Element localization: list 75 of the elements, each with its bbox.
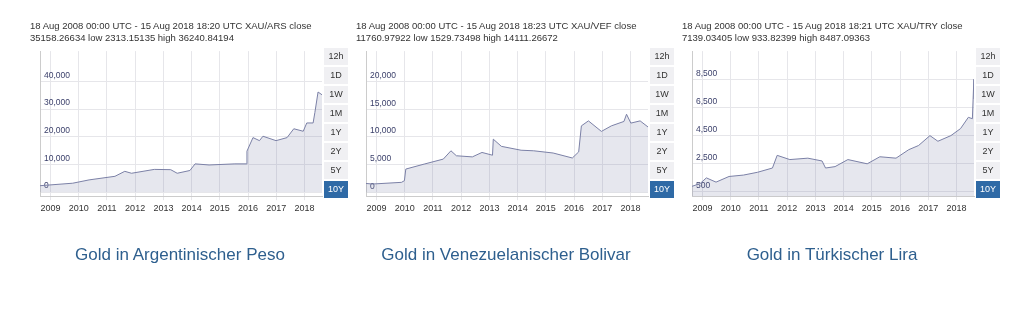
text: 1M [324,105,348,122]
x-tick-label: 2009 [40,203,61,214]
x-tick-label: 2017 [266,203,287,214]
text: 10Y [324,181,348,198]
text: 1M [976,105,1000,122]
text: 10Y [650,181,674,198]
x-tick-label: 2010 [68,203,89,214]
x-tick-label: 2009 [692,203,713,214]
text: 1Y [324,124,348,141]
x-tick-label: 2018 [946,203,967,214]
text: 12h [650,48,674,65]
x-tick-label: 2017 [592,203,613,214]
text: 1M [650,105,674,122]
x-tick-label: 2015 [535,203,556,214]
y-tick-label: 4,500 [696,123,718,134]
x-tick-label: 2014 [507,203,528,214]
y-tick-label: 5,000 [370,152,392,163]
y-tick-label: 10,000 [44,152,71,163]
text: 1W [650,86,674,103]
x-tick-label: 2016 [238,203,259,214]
x-tick-label: 2018 [294,203,315,214]
x-tick-label: 2015 [861,203,882,214]
text: Gold in Türkischer Lira [745,245,919,265]
x-tick-label: 2015 [209,203,230,214]
y-tick-label: 20,000 [370,69,397,80]
text: 5Y [324,162,348,179]
text: 18 Aug 2008 00:00 UTC - 15 Aug 2018 18:21 UTC XAU/TRY close 7139.03405 low 933.82399 high 8487.09363 [682,20,964,44]
text: Gold in Venezuelanischer Bolivar [380,245,632,265]
x-tick-label: 2016 [564,203,585,214]
y-tick-label: 8,500 [696,67,718,78]
text: 12h [324,48,348,65]
y-tick-label: 2,500 [696,152,718,163]
text: 1D [976,67,1000,84]
text: 1D [324,67,348,84]
text: 2Y [650,143,674,160]
text: 1D [650,67,674,84]
x-tick-label: 2010 [720,203,741,214]
x-tick-label: 2018 [620,203,641,214]
text: 2Y [976,143,1000,160]
text: 12h [976,48,1000,65]
text: 1Y [650,124,674,141]
y-tick-label: 15,000 [370,97,397,108]
text: Gold in Argentinischer Peso [74,245,286,265]
text: 1W [976,86,1000,103]
y-tick-label: 20,000 [44,125,71,136]
y-tick-label: 0 [370,180,375,191]
text: 2Y [324,143,348,160]
x-tick-label: 2012 [125,203,146,214]
text: 10Y [976,181,1000,198]
x-tick-label: 2014 [181,203,202,214]
x-tick-label: 2013 [805,203,826,214]
text: 1W [324,86,348,103]
x-tick-label: 2011 [423,203,443,214]
y-tick-label: 10,000 [370,125,397,136]
y-tick-label: 40,000 [44,69,71,80]
y-tick-label: 500 [696,180,711,191]
text: 18 Aug 2008 00:00 UTC - 15 Aug 2018 18:23 UTC XAU/VEF close 11760.97922 low 1529.73498 high 14111.26672 [356,20,638,44]
text: 18 Aug 2008 00:00 UTC - 15 Aug 2018 18:20 UTC XAU/ARS close 35158.26634 low 2313.15135 high 36240.84194 [30,20,313,44]
x-tick-label: 2012 [777,203,798,214]
x-tick-label: 2012 [451,203,472,214]
x-tick-label: 2013 [479,203,500,214]
y-tick-label: 6,500 [696,95,718,106]
text: 5Y [976,162,1000,179]
text: 1Y [976,124,1000,141]
x-tick-label: 2013 [153,203,174,214]
y-tick-label: 0 [44,180,49,191]
x-tick-label: 2011 [749,203,769,214]
y-tick-label: 30,000 [44,97,71,108]
x-tick-label: 2010 [394,203,415,214]
x-tick-label: 2009 [366,203,387,214]
text: 5Y [650,162,674,179]
x-tick-label: 2011 [97,203,117,214]
x-tick-label: 2014 [833,203,854,214]
x-tick-label: 2016 [890,203,911,214]
x-tick-label: 2017 [918,203,939,214]
